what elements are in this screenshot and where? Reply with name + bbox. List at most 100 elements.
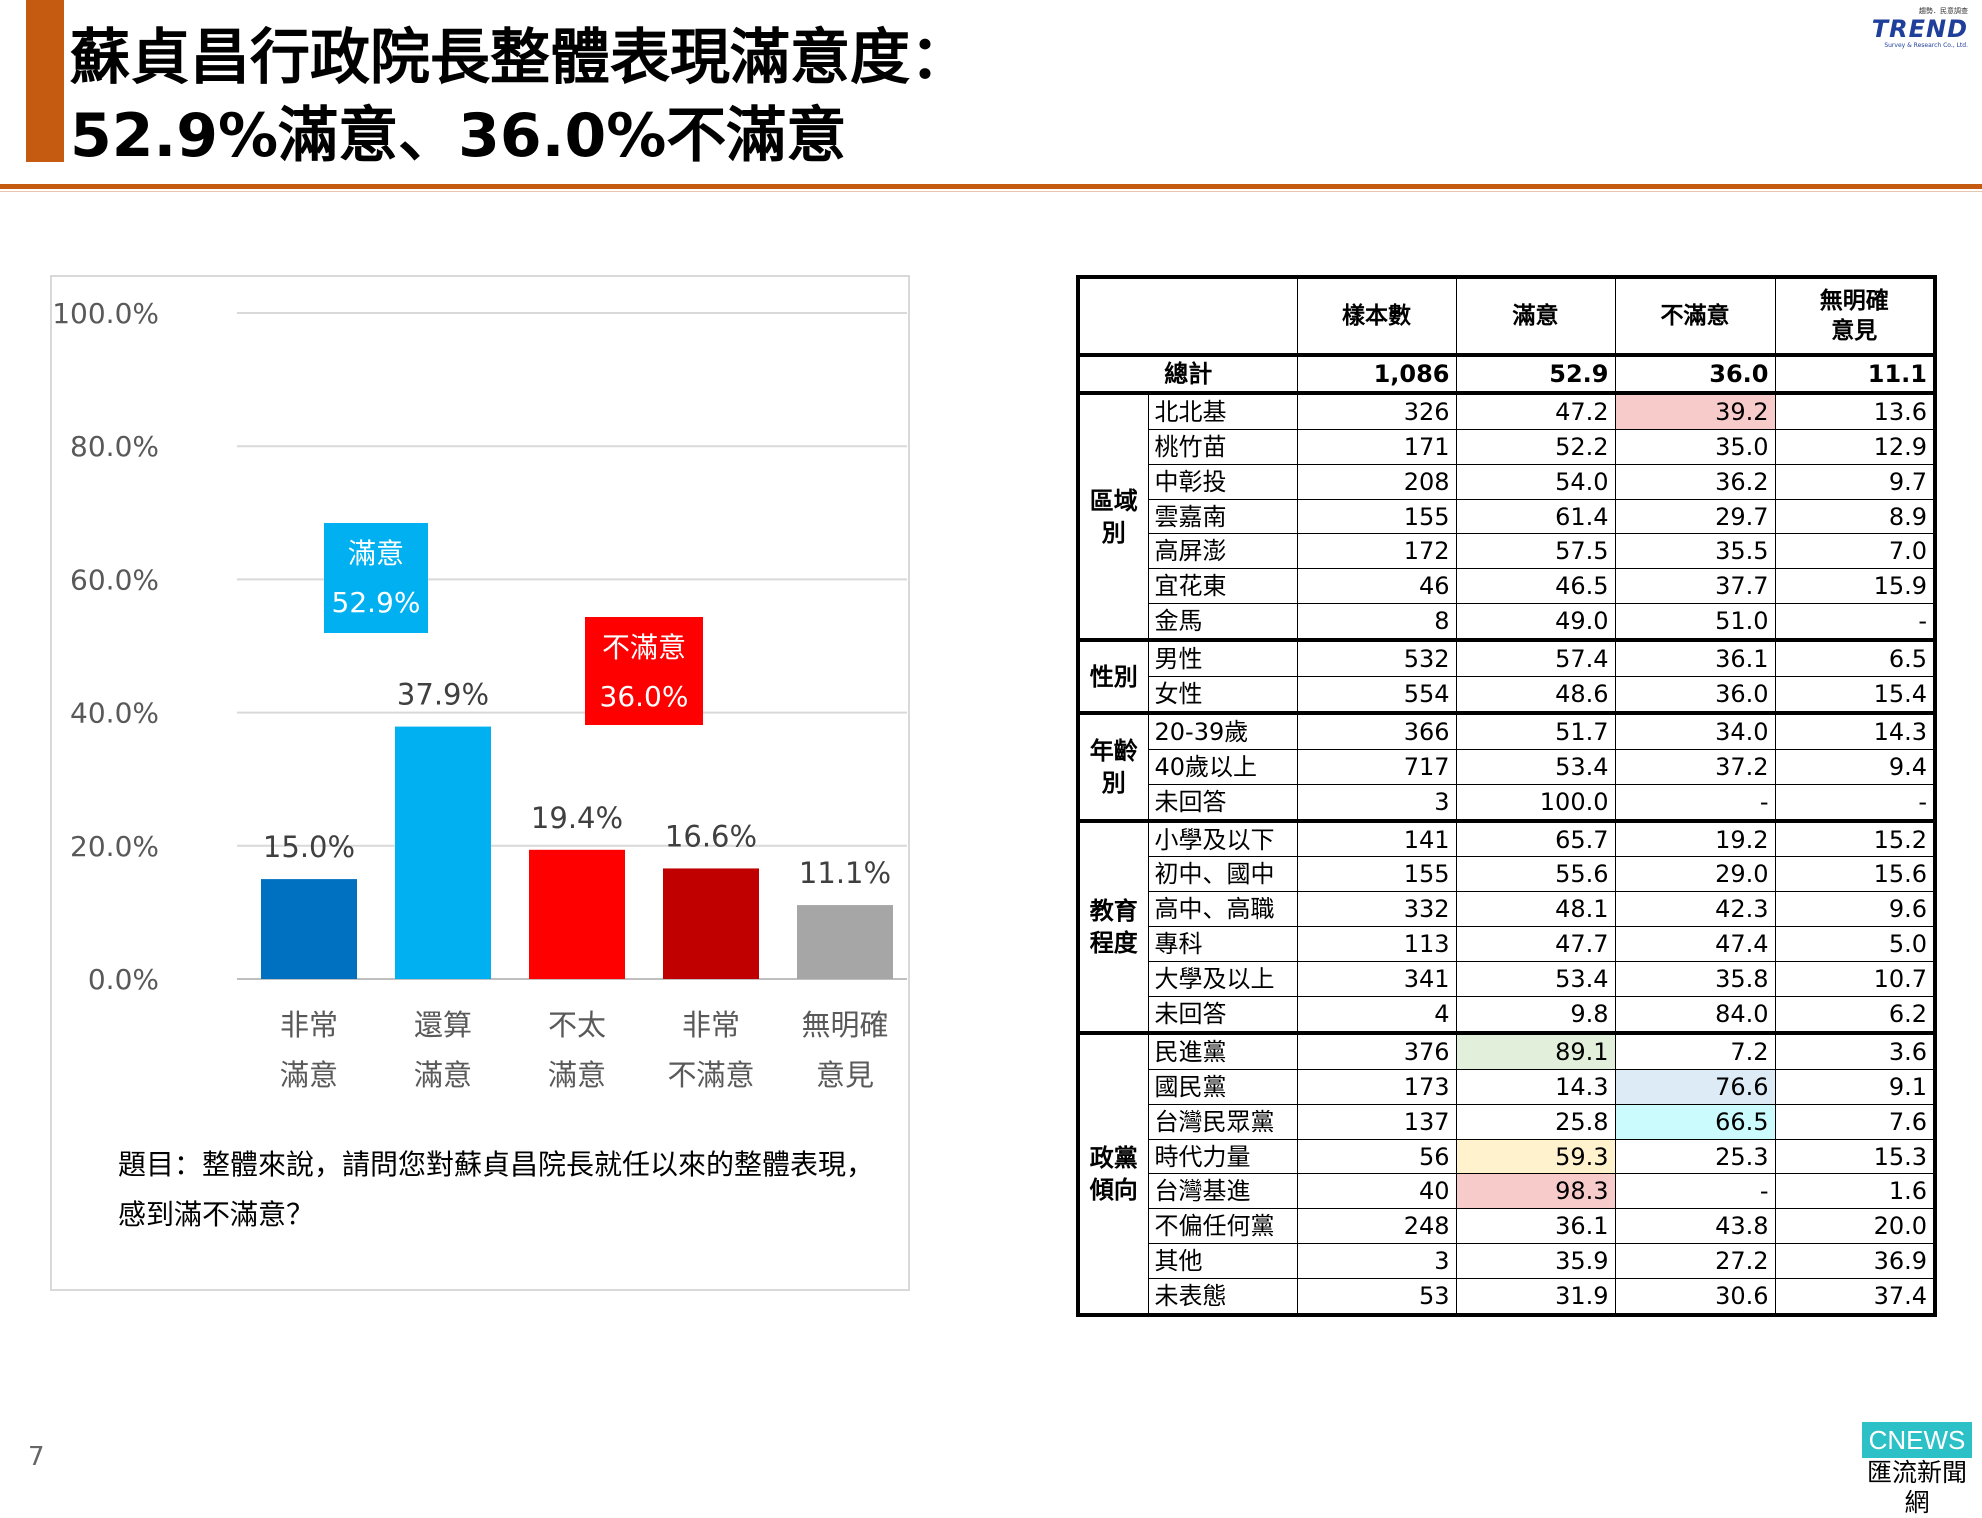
table-row: 台灣民眾黨 137 25.8 66.5 7.6: [1078, 1103, 1936, 1140]
table-row: 大學及以上 341 53.4 35.8 10.7: [1078, 961, 1936, 998]
cell-dissatisfied: 36.2: [1614, 463, 1776, 500]
cell-sample: 248: [1296, 1208, 1457, 1245]
page-number: 7: [28, 1442, 45, 1472]
table-row: 高中、高職 332 48.1 42.3 9.6: [1078, 891, 1936, 928]
table-row: 未回答 4 9.8 84.0 6.2: [1078, 996, 1936, 1034]
chart-panel: 0.0% 20.0% 40.0% 60.0% 80.0% 100.0% 15.0% 非常 滿意 3…: [50, 275, 910, 1291]
cell-satisfied: 53.4: [1455, 961, 1616, 998]
total-label: 總計: [1077, 354, 1298, 395]
cell-satisfied: 52.2: [1455, 428, 1616, 465]
cell-satisfied: 47.7: [1455, 926, 1616, 963]
row-label: 高中、高職: [1147, 891, 1298, 928]
cell-satisfied: 65.7: [1455, 818, 1616, 858]
cell-sample: 113: [1296, 926, 1457, 963]
x-tick-label: 滿意: [548, 1058, 606, 1092]
cell-sample: 40: [1296, 1173, 1457, 1210]
cell-sample: 341: [1296, 961, 1457, 998]
title-divider-thin: [0, 191, 1982, 192]
summary-callout-value: 36.0%: [600, 680, 689, 713]
cell-satisfied: 9.8: [1455, 996, 1616, 1034]
cnews-logo: CNEWS 匯流新聞網: [1862, 1422, 1972, 1517]
x-tick-label: 非常: [280, 1008, 338, 1042]
question-line1: 題目：整體來說，請問您對蘇貞昌院長就任以來的整體表現，: [118, 1148, 875, 1181]
cell-no-opinion: 10.7: [1774, 961, 1936, 998]
cell-no-opinion: 7.0: [1774, 533, 1936, 570]
cell-satisfied: 89.1: [1455, 1030, 1616, 1070]
cell-no-opinion: 1.6: [1774, 1173, 1936, 1210]
cell-sample: 155: [1296, 856, 1457, 893]
y-tick-label: 60.0%: [70, 563, 159, 596]
cell-dissatisfied: 7.2: [1614, 1030, 1776, 1070]
cell-satisfied: 54.0: [1455, 463, 1616, 500]
cell-satisfied: 36.1: [1455, 1208, 1616, 1245]
table-row: 其他 3 35.9 27.2 36.9: [1078, 1243, 1936, 1280]
cell-satisfied: 35.9: [1455, 1243, 1616, 1280]
bar-value-label: 19.4%: [531, 801, 623, 835]
cell-dissatisfied: 30.6: [1614, 1278, 1776, 1316]
cell-dissatisfied: 19.2: [1614, 818, 1776, 858]
bar: [261, 879, 357, 979]
cell-dissatisfied: 66.5: [1614, 1103, 1776, 1140]
row-label: 40歲以上: [1147, 748, 1298, 785]
cell-sample: 208: [1296, 463, 1457, 500]
cell-no-opinion: 5.0: [1774, 926, 1936, 963]
cell-dissatisfied: 37.2: [1614, 748, 1776, 785]
title-accent-bar: [26, 0, 64, 162]
cell-dissatisfied: 35.8: [1614, 961, 1776, 998]
cell-sample: 3: [1296, 1243, 1457, 1280]
cell-no-opinion: -: [1774, 783, 1936, 822]
cell-no-opinion: 14.3: [1774, 710, 1936, 750]
x-tick-label: 不太: [548, 1008, 606, 1042]
bar-value-label: 11.1%: [799, 856, 891, 890]
row-label: 大學及以上: [1147, 961, 1298, 998]
cell-satisfied: 48.6: [1455, 676, 1616, 714]
cell-sample: 4: [1296, 996, 1457, 1034]
bar: [797, 905, 893, 979]
group-label: 教育 程度: [1077, 818, 1149, 1034]
cell-dissatisfied: 25.3: [1614, 1138, 1776, 1175]
table-row: 教育 程度 小學及以下 141 65.7 19.2 15.2: [1077, 818, 1936, 1034]
table-row: 國民黨 173 14.3 76.6 9.1: [1078, 1068, 1936, 1105]
row-label: 台灣民眾黨: [1147, 1103, 1298, 1140]
table-header-row: 樣本數 滿意 不滿意 無明確 意見: [1077, 276, 1936, 357]
table-row: 金馬 8 49.0 51.0-: [1078, 603, 1936, 641]
cnews-logo-text: CNEWS: [1862, 1422, 1972, 1458]
cell-satisfied: 55.6: [1455, 856, 1616, 893]
header-satisfied: 滿意: [1455, 276, 1616, 357]
header-sample-size: 樣本數: [1296, 276, 1457, 357]
summary-callout-label: 不滿意: [602, 631, 686, 664]
header-no-opinion-text: 無明確 意見: [1819, 288, 1889, 344]
row-label: 宜花東: [1147, 568, 1298, 605]
bar-value-label: 37.9%: [397, 678, 489, 712]
cell-satisfied: 100.0: [1455, 783, 1616, 822]
row-label: 其他: [1147, 1243, 1298, 1280]
table-row: 區域別北北基 326 47.2 39.2 13.6: [1077, 392, 1936, 641]
cell-satisfied: 59.3: [1455, 1138, 1616, 1175]
cell-satisfied: 31.9: [1455, 1278, 1616, 1316]
cell-dissatisfied: -: [1614, 1173, 1776, 1210]
summary-callout-box: [324, 523, 428, 633]
group-label: 政黨 傾向: [1077, 1030, 1149, 1316]
cell-sample: 8: [1296, 603, 1457, 641]
cell-dissatisfied: 51.0: [1614, 603, 1776, 641]
y-tick-label: 40.0%: [70, 697, 159, 730]
cell-no-opinion: 15.4: [1774, 676, 1936, 714]
header-dissatisfied: 不滿意: [1614, 276, 1776, 357]
trend-logo: 趨勢．民意調查 TREND Survey & Research Co., Ltd…: [1858, 6, 1968, 56]
table-row: 未回答 3 100.0- -: [1078, 783, 1936, 822]
cell-sample: 3: [1296, 783, 1457, 822]
title-divider: [0, 184, 1982, 189]
table-row: 女性 554 48.6 36.0 15.4: [1078, 676, 1936, 714]
logo-main-text: TREND: [1871, 15, 1968, 43]
row-label: 初中、國中: [1147, 856, 1298, 893]
table-row: 年齡別 20-39歲 366 51.7 34.0 14.3: [1077, 710, 1936, 822]
cell-sample: 53: [1296, 1278, 1457, 1316]
cell-satisfied: 53.4: [1455, 748, 1616, 785]
header-no-opinion: 無明確 意見: [1774, 276, 1936, 357]
cell-dissatisfied: 39.2: [1614, 392, 1776, 430]
cell-sample: 332: [1296, 891, 1457, 928]
cell-no-opinion: 15.6: [1774, 856, 1936, 893]
cell-dissatisfied: 35.0: [1614, 428, 1776, 465]
x-tick-label: 意見: [816, 1058, 874, 1092]
group-label: 性別: [1077, 638, 1149, 714]
